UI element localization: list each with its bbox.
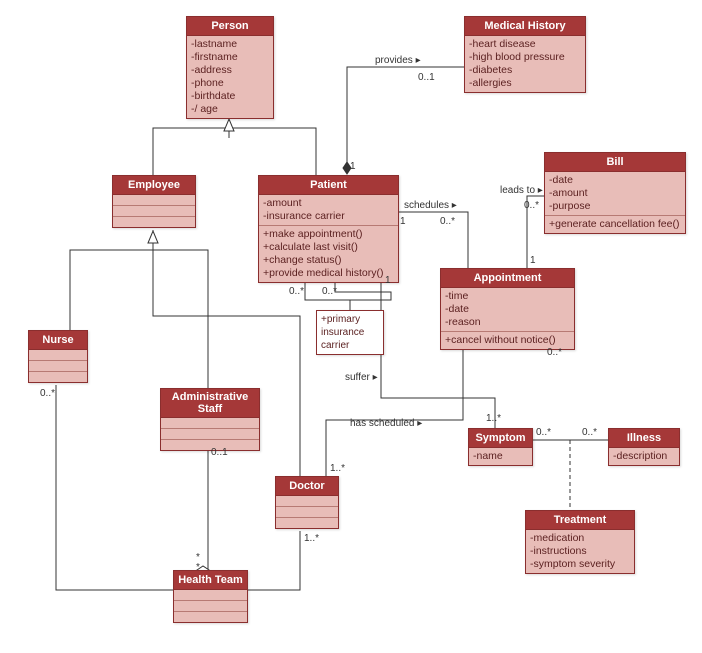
- op: +change status(): [263, 254, 394, 267]
- attr: -reason: [445, 316, 570, 329]
- mult: 0..*: [322, 286, 337, 297]
- attr: -amount: [263, 197, 394, 210]
- class-patient: Patient -amount-insurance carrier +make …: [258, 175, 399, 283]
- op: +generate cancellation fee(): [549, 218, 681, 231]
- class-nurse: Nurse: [28, 330, 88, 383]
- attr: -firstname: [191, 51, 269, 64]
- class-appointment: Appointment -time-date-reason +cancel wi…: [440, 268, 575, 350]
- attrs: -lastname-firstname-address-phone-birthd…: [187, 36, 273, 118]
- mult: 1: [400, 216, 406, 227]
- lbl-suffer: suffer ▸: [345, 372, 378, 383]
- attrs: -heart disease-high blood pressure-diabe…: [465, 36, 585, 92]
- lbl-schedules: schedules ▸: [404, 200, 457, 211]
- attr: -name: [473, 450, 528, 463]
- class-symptom: Symptom -name: [468, 428, 533, 466]
- attr: -description: [613, 450, 675, 463]
- class-title: Nurse: [29, 331, 87, 350]
- class-title: Symptom: [469, 429, 532, 448]
- lbl-leadsto: leads to ▸: [500, 185, 543, 196]
- class-admin-staff: Administrative Staff: [160, 388, 260, 451]
- op: +provide medical history(): [263, 267, 394, 280]
- class-health-team: Health Team: [173, 570, 248, 623]
- mult: 1..*: [486, 413, 501, 424]
- class-person: Person -lastname-firstname-address-phone…: [186, 16, 274, 119]
- class-title: Illness: [609, 429, 679, 448]
- op: +cancel without notice(): [445, 334, 570, 347]
- assoc-primary-insurance: +primary insurance carrier: [316, 310, 384, 355]
- class-bill: Bill -date-amount-purpose +generate canc…: [544, 152, 686, 234]
- attr: -diabetes: [469, 64, 581, 77]
- attrs: -description: [609, 448, 679, 465]
- class-illness: Illness -description: [608, 428, 680, 466]
- class-title: Medical History: [465, 17, 585, 36]
- class-treatment: Treatment -medication-instructions-sympt…: [525, 510, 635, 574]
- attr: -address: [191, 64, 269, 77]
- op: +calculate last visit(): [263, 241, 394, 254]
- op: +make appointment(): [263, 228, 394, 241]
- lbl-hassched: has scheduled ▸: [350, 418, 422, 429]
- mult: 0..*: [536, 427, 551, 438]
- mult: 0..*: [440, 216, 455, 227]
- attr: -lastname: [191, 38, 269, 51]
- attr: -date: [549, 174, 681, 187]
- attr: -amount: [549, 187, 681, 200]
- ops: +generate cancellation fee(): [545, 216, 685, 233]
- attr: -birthdate: [191, 90, 269, 103]
- uml-canvas: Person -lastname-firstname-address-phone…: [0, 0, 702, 653]
- attr: -instructions: [530, 545, 630, 558]
- attr: -heart disease: [469, 38, 581, 51]
- ops: +make appointment()+calculate last visit…: [259, 226, 398, 282]
- mult: 0..*: [547, 347, 562, 358]
- attr: -date: [445, 303, 570, 316]
- attr: -/ age: [191, 103, 269, 116]
- attr: -symptom severity: [530, 558, 630, 571]
- class-doctor: Doctor: [275, 476, 339, 529]
- mult: 0..*: [582, 427, 597, 438]
- attr: -phone: [191, 77, 269, 90]
- attrs: -medication-instructions-symptom severit…: [526, 530, 634, 573]
- mult: 1: [350, 161, 356, 172]
- attr: -time: [445, 290, 570, 303]
- class-title: Administrative Staff: [161, 389, 259, 418]
- mult: 0..*: [524, 200, 539, 211]
- attrs: -time-date-reason: [441, 288, 574, 332]
- class-employee: Employee: [112, 175, 196, 228]
- lbl-provides: provides ▸: [375, 55, 421, 66]
- mult: 1: [385, 275, 391, 286]
- mult: 0..*: [289, 286, 304, 297]
- mult: 1: [530, 255, 536, 266]
- attr: -high blood pressure: [469, 51, 581, 64]
- mult: 0..1: [418, 72, 435, 83]
- class-title: Patient: [259, 176, 398, 195]
- class-title: Health Team: [174, 571, 247, 590]
- class-title: Appointment: [441, 269, 574, 288]
- attrs: -amount-insurance carrier: [259, 195, 398, 226]
- class-title: Doctor: [276, 477, 338, 496]
- class-title: Bill: [545, 153, 685, 172]
- class-title: Treatment: [526, 511, 634, 530]
- attr: -insurance carrier: [263, 210, 394, 223]
- class-title: Person: [187, 17, 273, 36]
- mult: 0..1: [211, 447, 228, 458]
- attrs: -date-amount-purpose: [545, 172, 685, 216]
- class-title: Employee: [113, 176, 195, 195]
- attrs: -name: [469, 448, 532, 465]
- attr: -allergies: [469, 77, 581, 90]
- attr: -medication: [530, 532, 630, 545]
- mult: 0..*: [40, 388, 55, 399]
- mult: 1..*: [330, 463, 345, 474]
- mult: *: [196, 562, 200, 573]
- class-medical-history: Medical History -heart disease-high bloo…: [464, 16, 586, 93]
- attr: -purpose: [549, 200, 681, 213]
- mult: 1..*: [304, 533, 319, 544]
